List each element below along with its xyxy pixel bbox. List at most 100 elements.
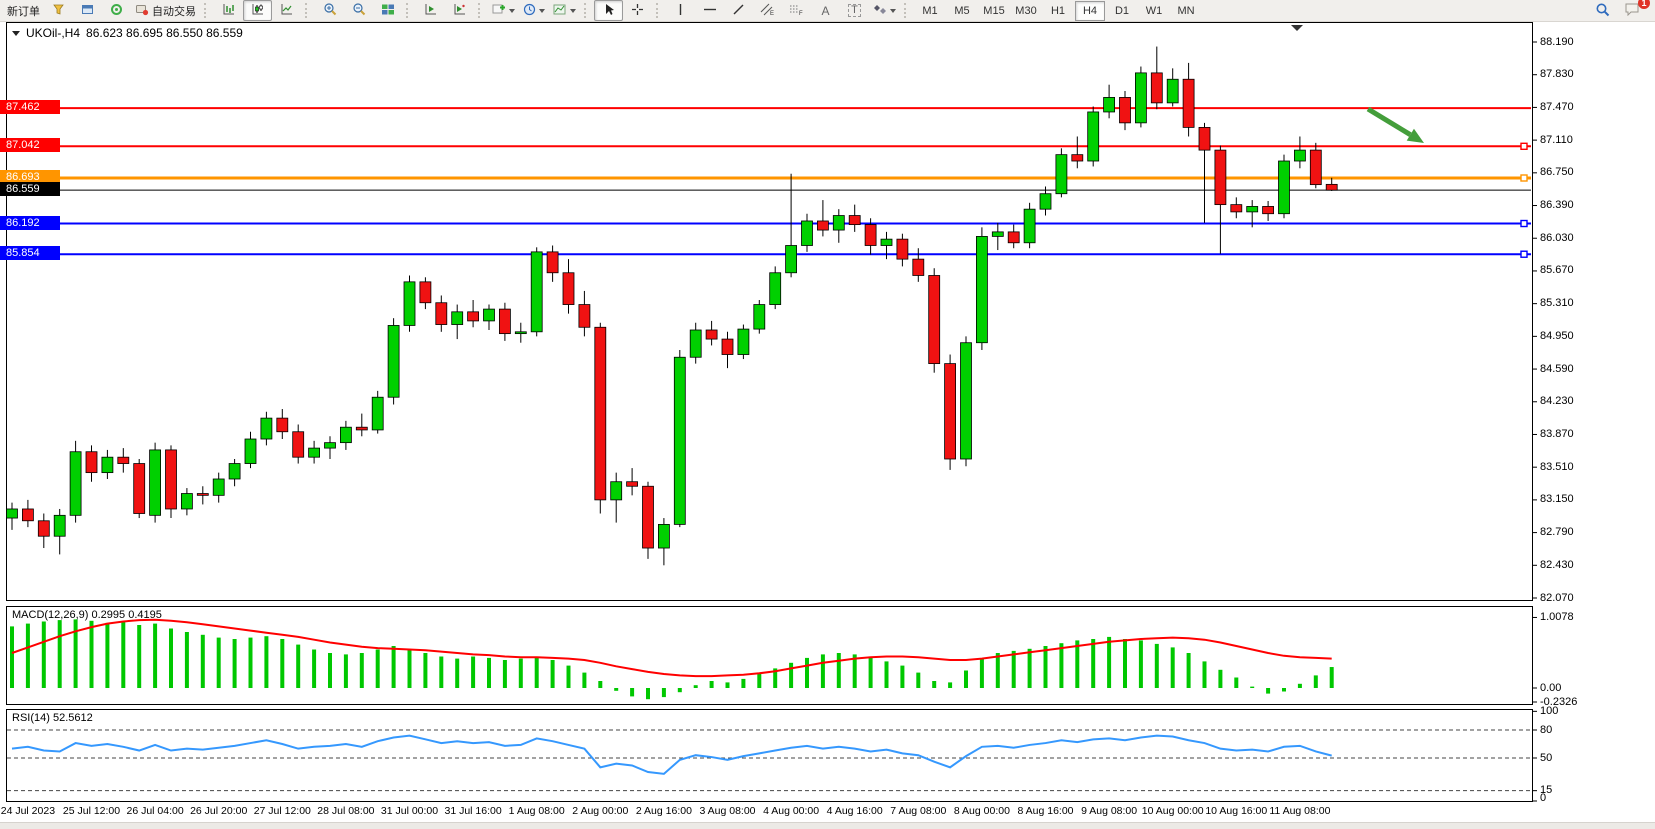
bear-candle <box>817 220 829 231</box>
search-icon <box>1595 2 1610 20</box>
macd-histogram-bar <box>10 626 14 688</box>
macd-histogram-bar <box>709 681 714 688</box>
macd-histogram-bar <box>1202 661 1207 688</box>
timeframe-button-m30[interactable]: M30 <box>1015 4 1037 17</box>
macd-histogram-bar <box>1250 686 1255 688</box>
macd-histogram-bar <box>1043 646 1048 688</box>
bear-candle <box>85 451 98 474</box>
timeframe-button-mn[interactable]: MN <box>1177 4 1195 17</box>
tile-windows-button[interactable] <box>373 0 402 21</box>
macd-histogram-bar <box>582 672 587 688</box>
chart-shift-icon <box>453 3 466 19</box>
ohlc-values: 86.623 86.695 86.550 86.559 <box>86 26 243 40</box>
macd-histogram-bar <box>979 658 984 688</box>
line-chart-type-button[interactable] <box>272 0 301 21</box>
timeframe-button-w1[interactable]: W1 <box>1145 4 1163 17</box>
bull-candle <box>769 272 782 305</box>
macd-histogram-bar <box>359 653 364 688</box>
bull-candle <box>880 238 893 246</box>
vertical-line-tool-button[interactable] <box>666 0 695 21</box>
macd-histogram-bar <box>964 670 968 688</box>
macd-histogram-bar <box>1123 639 1127 688</box>
timeframe-button-h1[interactable]: H1 <box>1050 4 1066 17</box>
candlestick-chart-type-button[interactable] <box>243 0 272 21</box>
timeframe-button-d1[interactable]: D1 <box>1114 4 1130 17</box>
search-button[interactable] <box>1588 0 1617 21</box>
bull-candle <box>514 331 527 335</box>
notifications-button[interactable]: 1 <box>1617 0 1650 21</box>
zoom-out-button[interactable] <box>344 0 373 21</box>
arrows-icon <box>873 3 887 19</box>
text-tool-button[interactable]: A <box>811 0 840 21</box>
label-tool-button[interactable]: T <box>840 0 869 21</box>
crosshair-tool-button[interactable] <box>623 0 652 21</box>
svg-text:F: F <box>799 11 803 16</box>
new-order-button[interactable]: 新订单 <box>3 0 44 21</box>
new-order-label: 新订单 <box>7 5 40 18</box>
macd-pane-border <box>6 606 1533 705</box>
bull-candle <box>658 524 670 549</box>
timeframe-button-h4[interactable]: H4 <box>1075 0 1105 21</box>
chart-shift-marker <box>1291 25 1303 31</box>
macd-histogram-bar <box>41 621 46 688</box>
add-indicator-button[interactable] <box>488 0 519 21</box>
bear-candle <box>1007 231 1020 244</box>
timeframe-button-m1[interactable]: M1 <box>922 4 938 17</box>
channel-tool-button[interactable]: E <box>753 0 782 21</box>
macd-histogram-bar <box>296 644 301 688</box>
cursor-tool-button[interactable] <box>594 0 623 21</box>
macd-histogram-bar <box>1011 650 1016 688</box>
rsi-line <box>11 734 1332 775</box>
macd-signal-line <box>11 618 1332 678</box>
navigator-button[interactable] <box>102 0 131 21</box>
bear-candle <box>594 326 607 501</box>
level-line-handle <box>1520 142 1528 150</box>
autotrading-button[interactable]: 自动交易 <box>131 0 200 21</box>
trendline-tool-button[interactable] <box>724 0 753 21</box>
bull-candle <box>339 426 352 444</box>
macd-histogram-bar <box>248 637 253 688</box>
auto-scroll-button[interactable] <box>416 0 445 21</box>
macd-histogram-bar <box>153 623 158 688</box>
bear-candle <box>848 215 861 226</box>
symbol-period-label: UKOil-,H4 <box>26 26 81 40</box>
macd-histogram-bar <box>805 657 809 688</box>
horizontal-line-tool-button[interactable] <box>695 0 724 21</box>
timeframe-button-m5[interactable]: M5 <box>954 4 970 17</box>
bear-candle <box>21 508 34 522</box>
fibonacci-tool-button[interactable]: F <box>782 0 811 21</box>
bull-candle <box>6 508 18 519</box>
bull-candle <box>785 245 797 274</box>
zoom-in-button[interactable] <box>315 0 344 21</box>
chart-window[interactable] <box>0 22 1655 822</box>
bull-candle <box>530 251 543 333</box>
macd-histogram-bar <box>518 658 523 688</box>
bear-candle <box>864 224 877 246</box>
market-watch-button[interactable] <box>73 0 102 21</box>
bear-candle <box>498 308 511 335</box>
bear-candle <box>1119 97 1131 124</box>
bear-candle <box>292 431 305 458</box>
arrows-tool-button[interactable] <box>869 0 900 21</box>
period-button[interactable] <box>519 0 549 21</box>
clock-icon <box>523 3 536 19</box>
bull-candle <box>610 481 623 501</box>
autotrading-icon <box>135 3 149 19</box>
bear-candle <box>117 456 130 464</box>
macd-histogram-bar <box>773 668 778 688</box>
macd-histogram-bar <box>423 653 428 688</box>
macd-histogram-bar <box>375 649 380 688</box>
timeframe-button-m15[interactable]: M15 <box>983 4 1005 17</box>
bear-candle <box>642 485 654 549</box>
vertical-line-icon <box>676 3 685 19</box>
bar-chart-type-button[interactable] <box>214 0 243 21</box>
macd-histogram-bar <box>1329 667 1334 688</box>
bull-candle <box>260 417 273 440</box>
symbol-dropdown-icon[interactable] <box>12 30 20 36</box>
annotation-arrow-head <box>1406 128 1424 143</box>
funnel-icon-button[interactable] <box>44 0 73 21</box>
template-button[interactable] <box>549 0 580 21</box>
bull-candle <box>101 456 114 474</box>
chart-shift-button[interactable] <box>445 0 474 21</box>
